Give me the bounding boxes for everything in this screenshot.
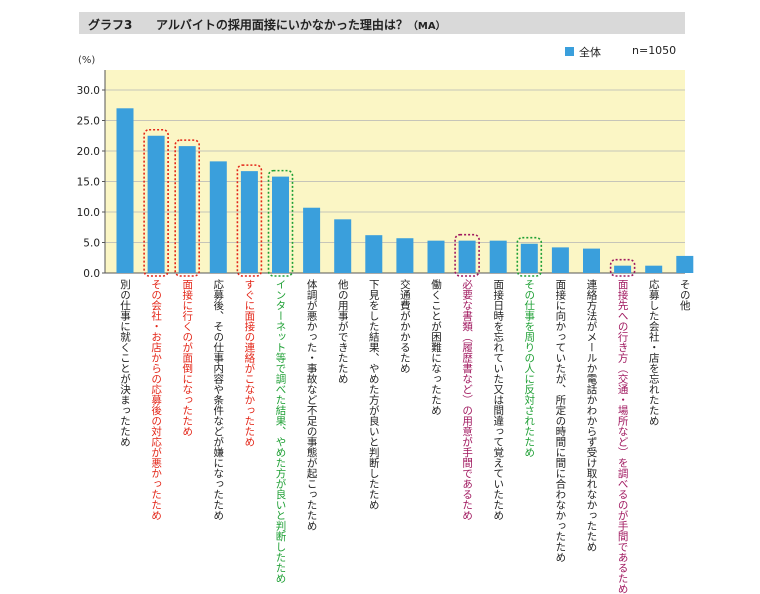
category-label: 下見をした結果、やめた方が良いと判断したため — [367, 279, 380, 510]
bar — [489, 240, 507, 273]
y-tick-label: 25.0 — [77, 116, 100, 128]
category-label: インターネット等で調べた結果、やめた方が良いと判断したため — [274, 279, 287, 584]
y-tick-label: 5.0 — [83, 238, 100, 250]
bar — [334, 219, 352, 273]
bar — [116, 108, 134, 273]
bar — [676, 255, 694, 273]
y-tick-label: 15.0 — [77, 177, 100, 189]
y-axis-unit: (%) — [78, 55, 96, 66]
category-label: 交通費がかかるため — [398, 279, 411, 374]
legend-sample-size: n=1050 — [632, 44, 677, 57]
bar — [458, 240, 476, 273]
plot-area — [105, 70, 685, 273]
bar — [396, 238, 414, 273]
chart-title-suffix: （MA） — [407, 21, 446, 32]
bar — [583, 248, 600, 273]
category-label: 連絡方法がメールか電話かわからず受け取れなかったため — [585, 279, 598, 552]
bar — [365, 235, 383, 273]
legend-swatch — [565, 47, 574, 56]
chart-header: グラフ3 アルバイトの採用面接にいかなかった理由は？（MA） — [79, 12, 685, 34]
bar — [303, 207, 321, 273]
bar — [178, 146, 196, 273]
y-tick-label: 20.0 — [77, 146, 100, 158]
category-label: 応募後、その仕事内容や条件などが嫌になったため — [212, 279, 225, 521]
category-label: 面接日時を忘れていた又は間違って覚えていたため — [492, 279, 505, 521]
highlight-box — [609, 258, 636, 277]
graph-number: グラフ3 — [88, 18, 133, 32]
category-label: 面接に向かっていたが、所定の時間に間に合わなかったため — [554, 279, 567, 563]
y-tick-label: 0.0 — [83, 268, 100, 280]
bar — [614, 265, 632, 273]
category-label: 他の用事ができたため — [336, 279, 349, 384]
bar — [147, 135, 165, 273]
bar — [551, 247, 569, 273]
category-label: 体調が悪かった・事故など不足の事態が起こったため — [305, 279, 318, 531]
highlight-box — [267, 169, 294, 277]
bar — [209, 161, 227, 273]
legend-label: 全体 — [579, 46, 601, 59]
highlight-box — [236, 164, 263, 277]
chart-title: アルバイトの採用面接にいかなかった理由は？（MA） — [156, 16, 446, 33]
y-tick-label: 10.0 — [77, 207, 100, 219]
category-label: その会社・お店からの応募後の対応が悪かったため — [150, 279, 163, 521]
y-tick-label: 30.0 — [77, 85, 100, 97]
bar-chart: 0.0 5.0 10.0 15.0 20.0 25.0 30.0 — [77, 70, 694, 280]
bar — [645, 265, 663, 273]
bar — [240, 171, 258, 273]
category-label: 別の仕事に就くことが決まったため — [119, 279, 131, 447]
category-label: 働くことが困難になったため — [430, 279, 442, 416]
category-label: その仕事を周りの人に反対されたため — [523, 279, 536, 458]
category-label: 面接に行くのが面倒になったため — [181, 279, 194, 437]
category-label: 必要な書類（履歴書など）の用意が手間であるため — [461, 279, 474, 521]
category-label: その他 — [678, 279, 691, 311]
bar — [520, 243, 538, 273]
category-label: すぐに面接の連絡がこなかったため — [243, 279, 256, 447]
highlight-box — [516, 236, 543, 277]
category-label: 応募した会社・店を忘れたため — [647, 279, 660, 426]
highlight-box — [454, 233, 480, 277]
bar — [427, 240, 445, 273]
highlight-box — [174, 139, 200, 277]
highlight-box — [143, 128, 169, 277]
chart-title-text: アルバイトの採用面接にいかなかった理由は？ — [156, 18, 408, 32]
category-label: 面接先への行き方（交通・場所など）を調べるのが手間であるため — [616, 279, 629, 594]
bar — [272, 176, 289, 273]
